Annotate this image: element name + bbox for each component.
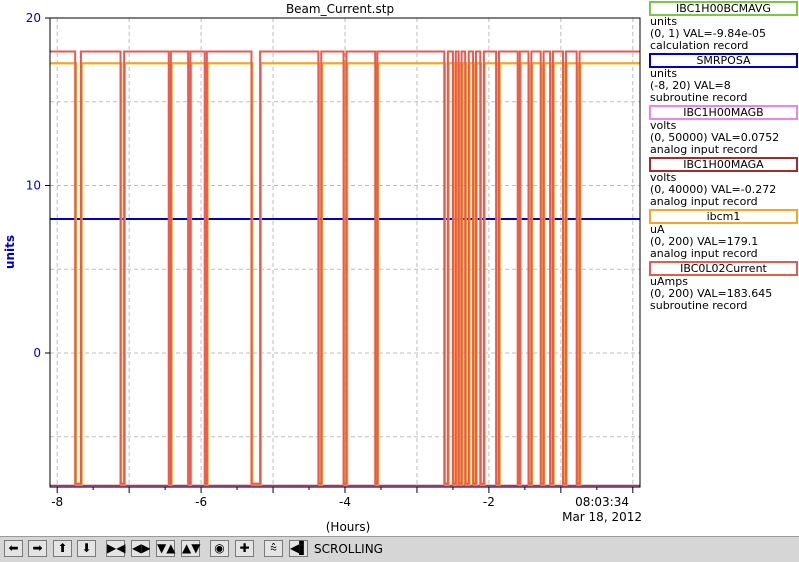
legend-item-ibc1h00magb[interactable]: IBC1H00MAGB volts (0, 50000) VAL=0.0752 …	[648, 104, 799, 156]
series-line-ibcm1	[50, 62, 640, 486]
timestamp: 08:03:34	[575, 495, 629, 509]
legend-record-type: analog input record	[650, 143, 758, 156]
scroll-back-icon[interactable]: ◀▌	[289, 540, 309, 557]
legend-item-ibc0l02current[interactable]: IBC0L02Current uAmps (0, 200) VAL=183.64…	[648, 260, 799, 312]
legend-units: uAmps	[650, 275, 688, 288]
record-icon[interactable]: ◉	[210, 540, 229, 557]
x-tick-label: -8	[51, 495, 63, 509]
zoom-out-x-icon[interactable]: ◀▶	[131, 540, 151, 557]
legend-units: uA	[650, 223, 665, 236]
x-axis: -8 -6 -4 -2	[51, 487, 634, 509]
legend-item-smrposa[interactable]: SMRPOSA units (-8, 20) VAL=8 subroutine …	[648, 52, 799, 104]
legend-name-box[interactable]: IBC1H00MAGB	[649, 105, 798, 120]
x-tick-label: -2	[483, 495, 495, 509]
legend-record-type: analog input record	[650, 247, 758, 260]
legend-record-type: calculation record	[650, 39, 749, 52]
legend-units: volts	[650, 119, 677, 132]
date-label: Mar 18, 2012	[562, 510, 642, 524]
y-tick-label: 20	[26, 11, 41, 25]
x-tick-label: -6	[195, 495, 207, 509]
series-layer	[50, 50, 640, 488]
legend-record-type: subroutine record	[650, 299, 748, 312]
x-axis-label: (Hours)	[326, 520, 371, 534]
zoom-out-y-icon[interactable]: ▲▼	[181, 540, 201, 557]
arrow-up-icon[interactable]: ⬆	[53, 540, 72, 557]
legend-range: (0, 1) VAL=-9.84e-05	[650, 27, 766, 40]
y-tick-label: 0	[33, 346, 41, 360]
legend: IBC1H00BCMAVG units (0, 1) VAL=-9.84e-05…	[648, 0, 799, 312]
add-icon[interactable]: ✚	[235, 540, 254, 557]
legend-item-ibcm1[interactable]: ibcm1 uA (0, 200) VAL=179.1 analog input…	[648, 208, 799, 260]
legend-units: units	[650, 15, 678, 28]
legend-item-ibc1h00bcmavg[interactable]: IBC1H00BCMAVG units (0, 1) VAL=-9.84e-05…	[648, 0, 799, 52]
zoom-in-y-icon[interactable]: ▼▲	[156, 540, 176, 557]
legend-name-box[interactable]: IBC0L02Current	[649, 261, 798, 276]
legend-units: units	[650, 67, 678, 80]
legend-name-box[interactable]: ibcm1	[649, 209, 798, 224]
legend-range: (-8, 20) VAL=8	[650, 79, 731, 92]
legend-range: (0, 200) VAL=179.1	[650, 235, 759, 248]
series-line-ibc0l02current	[50, 50, 640, 485]
arrow-right-icon[interactable]: ➡	[28, 540, 47, 557]
y-axis: 20 10 0	[26, 11, 50, 360]
legend-record-type: subroutine record	[650, 91, 748, 104]
y-tick-label: 10	[26, 179, 41, 193]
zoom-in-x-icon[interactable]: ▶◀	[106, 540, 126, 557]
y-axis-label: units	[3, 235, 17, 269]
legend-name-box[interactable]: IBC1H00MAGA	[649, 157, 798, 172]
legend-name-box[interactable]: IBC1H00BCMAVG	[649, 1, 798, 16]
arrow-left-icon[interactable]: ⬅	[4, 540, 23, 557]
legend-range: (0, 40000) VAL=-0.272	[650, 183, 777, 196]
arrow-down-icon[interactable]: ⬇	[77, 540, 96, 557]
x-tick-label: -4	[339, 495, 351, 509]
legend-units: volts	[650, 171, 677, 184]
legend-name-box[interactable]: SMRPOSA	[649, 53, 798, 68]
legend-range: (0, 50000) VAL=0.0752	[650, 131, 780, 144]
chart[interactable]: Beam_Current.stp units 20 10 0 -8 -6 -4 -2 08…	[0, 0, 648, 536]
legend-item-ibc1h00maga[interactable]: IBC1H00MAGA volts (0, 40000) VAL=-0.272 …	[648, 156, 799, 208]
auto-scale-icon[interactable]: ⩯	[264, 540, 283, 557]
chart-title: Beam_Current.stp	[286, 2, 394, 16]
scrolling-status: SCROLLING	[314, 542, 383, 556]
legend-record-type: analog input record	[650, 195, 758, 208]
toolbar: ⬅ ➡ ⬆ ⬇ ▶◀ ◀▶ ▼▲ ▲▼ ◉ ✚ ⩯ ◀▌ SCROLLING	[0, 536, 799, 562]
legend-range: (0, 200) VAL=183.645	[650, 287, 773, 300]
